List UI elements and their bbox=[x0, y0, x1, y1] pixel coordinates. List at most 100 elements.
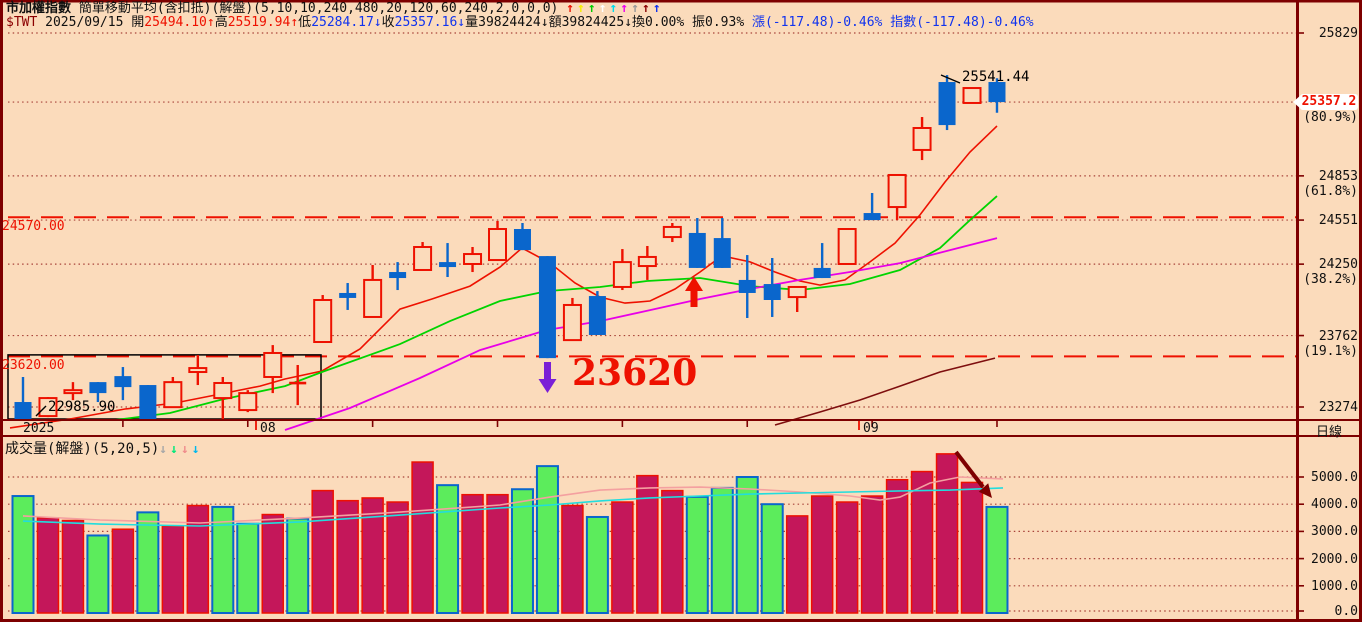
candle-body-down[interactable] bbox=[738, 279, 756, 293]
candle-body-up[interactable] bbox=[463, 253, 483, 265]
candle-body-down[interactable] bbox=[863, 213, 881, 221]
candle-body-up[interactable] bbox=[912, 127, 932, 151]
volume-bar[interactable] bbox=[136, 511, 160, 614]
volume-bar[interactable] bbox=[661, 489, 684, 614]
candle-body-up[interactable] bbox=[163, 381, 183, 409]
candle-body-down[interactable] bbox=[988, 82, 1006, 103]
price-axis-label: 24551 bbox=[1318, 213, 1358, 229]
volume-bar[interactable] bbox=[386, 501, 409, 614]
candle-body-down[interactable] bbox=[389, 272, 407, 279]
volume-axis-label: 4000.0 bbox=[1311, 497, 1358, 513]
candle-body-down[interactable] bbox=[688, 232, 706, 268]
candle-body-down[interactable] bbox=[588, 296, 606, 335]
volume-bar[interactable] bbox=[261, 513, 284, 614]
candle-body-down[interactable] bbox=[14, 402, 32, 420]
volume-bar[interactable] bbox=[760, 503, 784, 615]
candle-body-up[interactable] bbox=[612, 261, 632, 288]
volume-bar[interactable] bbox=[486, 493, 509, 614]
candle-body-up[interactable] bbox=[188, 367, 208, 374]
candle-body-down[interactable] bbox=[114, 376, 132, 388]
volume-bar[interactable] bbox=[636, 474, 659, 614]
x-axis-label[interactable]: 08 bbox=[260, 421, 276, 436]
candle-body-down[interactable] bbox=[339, 292, 357, 298]
volume-axis-label: 2000.0 bbox=[1311, 551, 1358, 567]
volume-pane-title: 成交量(解盤)(5,20,5)↓ ↓ ↓ ↓ bbox=[5, 438, 203, 458]
volume-bar[interactable] bbox=[236, 522, 260, 614]
volume-bar[interactable] bbox=[735, 476, 759, 614]
candle-body-down[interactable] bbox=[713, 238, 731, 268]
candle-body-up[interactable] bbox=[662, 225, 682, 239]
price-axis-label: 24250 bbox=[1318, 257, 1358, 273]
signal-arrow-icon: ↑ bbox=[587, 1, 596, 16]
candle-body-down[interactable] bbox=[763, 284, 781, 300]
volume-bar[interactable] bbox=[11, 495, 35, 615]
volume-bar[interactable] bbox=[535, 465, 559, 614]
candle-body-up[interactable] bbox=[38, 397, 58, 418]
volume-bar[interactable] bbox=[910, 470, 934, 614]
volume-bar[interactable] bbox=[286, 517, 310, 615]
candle-body-down[interactable] bbox=[938, 82, 956, 126]
candle-body-down[interactable] bbox=[813, 267, 831, 279]
volume-bar[interactable] bbox=[461, 493, 484, 614]
volume-bar[interactable] bbox=[36, 517, 60, 614]
current-price-tag-pointer bbox=[1293, 95, 1301, 110]
candle-body-up[interactable] bbox=[787, 285, 807, 299]
candle-body-up[interactable] bbox=[413, 246, 433, 271]
volume-bar[interactable] bbox=[211, 505, 235, 615]
candle-body-up[interactable] bbox=[313, 298, 333, 344]
volume-bar[interactable] bbox=[585, 515, 609, 615]
volume-bar[interactable] bbox=[960, 481, 984, 614]
low-price-annotation: 22985.90 bbox=[48, 399, 116, 415]
candle-body-up[interactable] bbox=[363, 278, 383, 318]
volume-bar[interactable] bbox=[885, 478, 909, 614]
candle-body-down[interactable] bbox=[538, 256, 556, 359]
volume-bar[interactable] bbox=[436, 484, 460, 614]
volume-bar[interactable] bbox=[411, 461, 434, 614]
candle-body-up[interactable] bbox=[488, 228, 508, 262]
x-axis-label[interactable]: 2025 bbox=[23, 421, 55, 436]
volume-bar[interactable] bbox=[810, 495, 834, 614]
volume-bar[interactable] bbox=[361, 497, 384, 614]
volume-bar[interactable] bbox=[710, 486, 734, 615]
volume-bar[interactable] bbox=[510, 488, 534, 614]
candle-body-up[interactable] bbox=[238, 392, 258, 412]
volume-bar[interactable] bbox=[685, 495, 709, 614]
candle-body-up[interactable] bbox=[837, 228, 857, 265]
candle-body-down[interactable] bbox=[89, 382, 107, 394]
candle-body-up[interactable] bbox=[637, 255, 657, 268]
candle-body-up[interactable] bbox=[962, 87, 982, 104]
candle-body-down[interactable] bbox=[139, 385, 157, 420]
candle-body-up[interactable] bbox=[887, 173, 907, 209]
candle-body-up[interactable] bbox=[63, 389, 83, 395]
period-label[interactable]: 日線 bbox=[1316, 425, 1343, 440]
volume-bar[interactable] bbox=[860, 495, 884, 614]
volume-bar[interactable] bbox=[985, 505, 1009, 615]
quote-field: 收 bbox=[381, 15, 395, 30]
volume-bar[interactable] bbox=[311, 489, 334, 614]
candle-body-up[interactable] bbox=[213, 381, 233, 400]
axis-divider bbox=[1296, 2, 1299, 620]
volume-bar[interactable] bbox=[111, 528, 135, 614]
volume-bar[interactable] bbox=[785, 515, 809, 614]
volume-bar[interactable] bbox=[186, 504, 210, 614]
candle-body-down[interactable] bbox=[513, 229, 531, 251]
quote-field: 開 bbox=[131, 15, 145, 30]
volume-trend-arrow-head bbox=[978, 483, 992, 498]
volume-bar[interactable] bbox=[161, 525, 185, 614]
volume-bar[interactable] bbox=[561, 504, 584, 614]
volume-bar[interactable] bbox=[935, 453, 959, 614]
candle-body-down[interactable] bbox=[439, 262, 457, 268]
candle-body-up[interactable] bbox=[562, 303, 582, 342]
volume-bar[interactable] bbox=[336, 499, 359, 614]
volume-bar[interactable] bbox=[61, 519, 85, 614]
volume-signal-arrow-icon: ↓ bbox=[159, 442, 168, 457]
volume-axis-label: 0.0 bbox=[1334, 604, 1358, 619]
volume-bar[interactable] bbox=[611, 501, 634, 614]
volume-bar[interactable] bbox=[835, 501, 859, 614]
candle-body-up[interactable] bbox=[263, 351, 283, 378]
x-axis-label[interactable]: 09 bbox=[863, 421, 879, 436]
signal-arrow-icon: ↑ bbox=[566, 1, 575, 16]
volume-bar[interactable] bbox=[86, 534, 110, 614]
